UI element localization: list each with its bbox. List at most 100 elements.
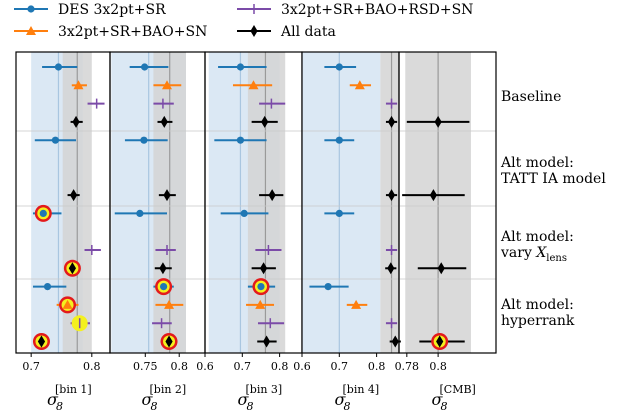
marker-triangle	[26, 26, 36, 35]
data-point-bao_sn	[56, 296, 79, 314]
x-axis-label-superscript: [bin 1]	[55, 383, 92, 396]
x-tick-label: 0.8	[170, 360, 188, 373]
marker-diamond	[261, 115, 269, 128]
x-tick-label: 0.75	[133, 360, 158, 373]
data-point-bao_sn	[71, 80, 87, 90]
marker-circle	[43, 283, 52, 291]
data-point-bao_rsd_sn	[385, 245, 398, 255]
marker-diamond	[165, 335, 173, 348]
panel: 0.75 0.8 σ8 [bin 2]	[109, 51, 206, 413]
marker-diamond	[262, 335, 271, 348]
data-point-bao_sn	[153, 80, 182, 90]
x-axis-label-symbol: σ	[432, 390, 444, 409]
data-point-bao_rsd_sn	[70, 315, 90, 332]
x-axis-label-subscript: 8	[441, 400, 448, 413]
marker-circle	[257, 283, 265, 291]
marker-triangle	[354, 80, 365, 90]
data-point-bao_rsd_sn	[87, 98, 105, 109]
marker-diamond	[268, 189, 276, 202]
x-axis-label: σ8 [bin 4]	[335, 383, 380, 413]
data-point-des	[42, 63, 78, 71]
data-point-bao_sn	[232, 80, 273, 90]
data-point-des	[214, 136, 267, 144]
band-des	[302, 52, 381, 353]
data-point-bao_sn	[246, 299, 275, 309]
marker-diamond	[434, 115, 442, 128]
marker-diamond	[250, 25, 258, 37]
data-point-bao_sn	[349, 80, 372, 90]
data-point-bao_rsd_sn	[153, 98, 174, 109]
x-axis-label-superscript: [CMB]	[440, 383, 476, 396]
row-group-label: Baseline	[501, 89, 561, 105]
legend-label: 3x2pt+SR+BAO+SN	[58, 24, 207, 40]
x-axis-label-symbol: σ	[335, 390, 347, 409]
marker-triangle	[62, 299, 73, 309]
x-axis-label-subscript: 8	[344, 400, 351, 413]
x-axis-label-subscript: 8	[151, 400, 158, 413]
x-axis-label-subscript: 8	[56, 400, 63, 413]
x-axis-label-superscript: [bin 4]	[343, 383, 380, 396]
marker-diamond	[387, 262, 395, 275]
data-point-all	[385, 189, 398, 202]
marker-diamond	[37, 335, 46, 348]
legend: DES 3x2pt+SR 3x2pt+SR+BAO+SN 3x2pt+SR+BAO+…	[14, 2, 473, 40]
marker-circle	[236, 136, 245, 144]
data-point-des	[324, 209, 355, 217]
marker-diamond	[387, 115, 396, 128]
data-point-des	[324, 136, 355, 144]
marker-triangle	[255, 299, 266, 309]
marker-circle	[51, 136, 60, 144]
panel: 0.78 0.8 σ8 [CMB]	[395, 51, 497, 413]
marker-triangle	[248, 80, 259, 90]
x-axis-label-subscript: 8	[247, 400, 254, 413]
panel-frame	[398, 51, 497, 354]
data-point-all	[402, 189, 465, 202]
legend-label: All data	[280, 24, 336, 40]
marker-circle	[324, 283, 332, 291]
marker-triangle	[73, 80, 84, 90]
x-axis-label-symbol: σ	[238, 390, 250, 409]
data-point-bao_rsd_sn	[259, 98, 286, 109]
x-tick-label: 0.7	[331, 360, 349, 373]
data-point-all	[67, 189, 80, 202]
data-point-all	[63, 259, 81, 277]
x-axis-label: σ8 [bin 2]	[142, 383, 187, 413]
data-point-bao_sn	[155, 299, 184, 309]
row-group-label: Alt model:	[500, 297, 574, 313]
marker-circle	[141, 63, 149, 71]
data-point-all	[160, 333, 178, 350]
x-axis-label-symbol: σ	[47, 390, 59, 409]
legend-label: 3x2pt+SR+BAO+RSD+SN	[281, 2, 473, 18]
chart-panels: 0.7 0.8σ8[bin 1]0.75 0.8σ8[bin 2]0.6 0.7 0.8…	[15, 51, 497, 413]
data-point-des	[124, 136, 168, 144]
row-group-label: TATT IA model	[501, 171, 606, 187]
marker-diamond	[160, 115, 168, 128]
data-point-all	[251, 115, 278, 128]
data-point-all	[385, 262, 397, 275]
data-point-all	[154, 262, 172, 275]
row-group-label: hyperrank	[501, 313, 575, 329]
marker-circle	[39, 209, 47, 217]
marker-circle	[335, 63, 343, 71]
x-tick-label: 0.8	[271, 360, 289, 373]
marker-circle	[160, 283, 168, 291]
data-point-bao_rsd_sn	[385, 318, 398, 329]
data-point-des	[247, 278, 276, 296]
data-point-all	[257, 335, 277, 348]
legend-entry: DES 3x2pt+SR	[14, 2, 166, 18]
marker-diamond	[391, 335, 399, 348]
data-point-all	[32, 333, 50, 350]
row-group-label: Alt model:	[500, 155, 574, 171]
x-tick-label: 0.6	[293, 360, 311, 373]
legend-label: DES 3x2pt+SR	[58, 2, 166, 18]
x-axis-label: σ8 [CMB]	[432, 383, 476, 413]
x-axis-label-superscript: [bin 3]	[246, 383, 283, 396]
row-group-label: vary Xlens	[500, 245, 567, 264]
x-axis-label: σ8 [bin 1]	[47, 383, 92, 413]
data-point-all	[385, 115, 398, 128]
data-point-des	[324, 63, 357, 71]
x-tick-label: 0.8	[429, 360, 447, 373]
data-point-all	[259, 189, 284, 202]
marker-triangle	[351, 299, 362, 309]
